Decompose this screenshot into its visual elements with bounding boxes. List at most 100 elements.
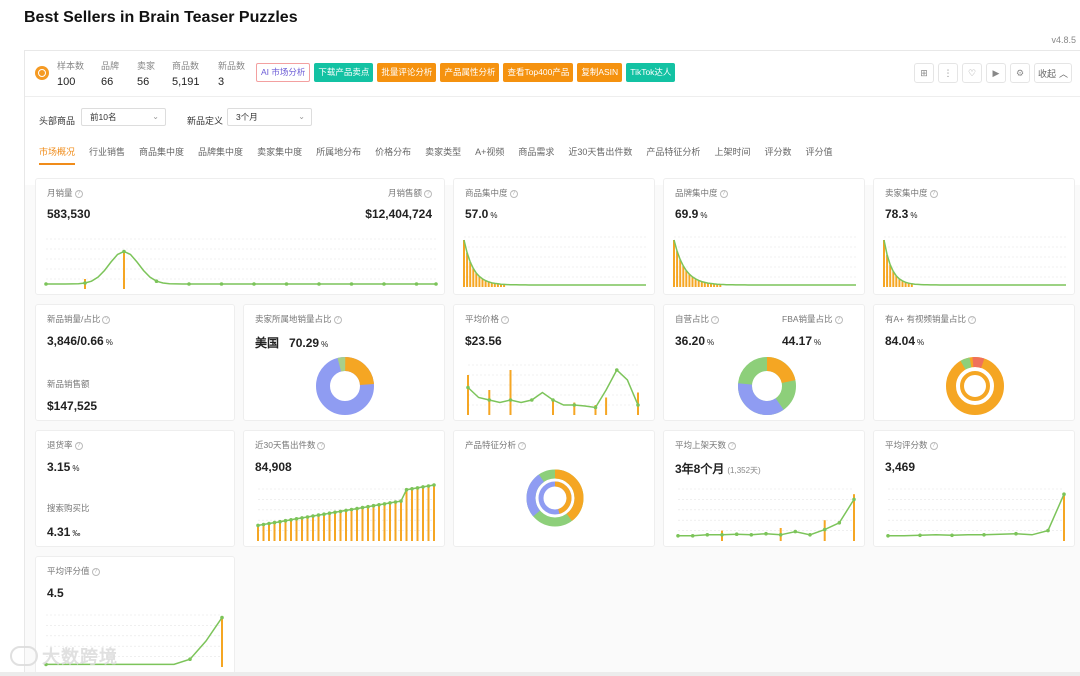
card-sold-30d: 近30天售出件数? 84,908 xyxy=(243,430,445,547)
bar-mark xyxy=(700,281,703,287)
trend-point xyxy=(371,503,376,508)
help-icon[interactable]: ? xyxy=(74,441,83,450)
head-products-select[interactable]: 前10名 ⌄ xyxy=(81,108,166,126)
bar-mark xyxy=(883,240,885,287)
avg-price-chart xyxy=(466,364,640,415)
help-icon[interactable]: ? xyxy=(74,189,83,198)
help-icon[interactable]: ? xyxy=(102,315,111,324)
bar-mark xyxy=(268,523,270,541)
tab-sold-30d[interactable]: 近30天售出件数 xyxy=(568,147,633,157)
product-attribute-analysis-button[interactable]: 产品属性分析 xyxy=(440,63,500,82)
help-icon[interactable]: ? xyxy=(719,189,728,198)
bar-mark xyxy=(853,494,855,541)
trend-point xyxy=(636,403,640,407)
help-icon[interactable]: ? xyxy=(333,315,342,324)
trend-point xyxy=(764,531,768,536)
action-buttons: AI 市场分析 下载产品卖点 批量评论分析 产品属性分析 查看Top400产品 … xyxy=(256,63,676,82)
trend-point xyxy=(1046,528,1050,533)
help-icon[interactable]: ? xyxy=(91,567,100,576)
tab-price-distribution[interactable]: 价格分布 xyxy=(375,147,412,157)
view-top400-button[interactable]: 查看Top400产品 xyxy=(503,63,574,82)
new-revenue-value: $147,525 xyxy=(47,399,98,413)
help-icon[interactable]: ? xyxy=(501,315,510,324)
heart-icon[interactable]: ♡ xyxy=(962,63,982,83)
copy-asin-button[interactable]: 复制ASIN xyxy=(577,63,623,82)
trend-point xyxy=(676,534,680,538)
bar-mark xyxy=(673,240,675,287)
tab-product-concentration[interactable]: 商品集中度 xyxy=(139,147,185,157)
stat-sellers: 卖家 56 xyxy=(137,61,156,88)
ai-market-analysis-button[interactable]: AI 市场分析 xyxy=(256,63,311,82)
tab-seller-concentration[interactable]: 卖家集中度 xyxy=(257,147,303,157)
video-icon[interactable]: ▶ xyxy=(986,63,1006,83)
trend-point xyxy=(333,510,337,515)
download-selling-points-button[interactable]: 下载产品卖点 xyxy=(314,63,374,82)
tab-aplus-video[interactable]: A+视频 xyxy=(475,147,505,157)
bar-mark xyxy=(323,514,325,541)
trend-point xyxy=(410,487,414,491)
tab-rating[interactable]: 评分值 xyxy=(805,147,833,157)
grid-icon[interactable]: ⊞ xyxy=(914,63,934,83)
tab-product-demand[interactable]: 商品需求 xyxy=(518,147,555,157)
tab-listing-time[interactable]: 上架时间 xyxy=(714,147,751,157)
bar-mark xyxy=(361,507,364,541)
card-product-concentration: 商品集中度? 57.0% xyxy=(453,178,655,295)
card-brand-concentration: 品牌集中度? 69.9% xyxy=(663,178,865,295)
more-icon[interactable]: ⋮ xyxy=(938,63,958,83)
trend-point xyxy=(705,533,710,537)
trend-point xyxy=(749,533,754,537)
bar-mark xyxy=(433,485,435,541)
self-ops-value: 36.20 xyxy=(675,334,706,348)
trend-point xyxy=(1062,492,1066,496)
help-icon[interactable]: ? xyxy=(929,441,938,450)
trend-point xyxy=(918,533,922,538)
help-icon[interactable]: ? xyxy=(968,315,976,324)
help-icon[interactable]: ? xyxy=(317,441,326,450)
card-feature-analysis: 产品特征分析? xyxy=(453,430,655,547)
trend-point xyxy=(187,282,191,286)
tab-location-distribution[interactable]: 所属地分布 xyxy=(316,147,362,157)
bar-mark xyxy=(697,280,700,287)
tab-market-overview[interactable]: 市场概况 xyxy=(39,145,76,165)
aplus-donut xyxy=(946,357,1004,415)
settings-icon[interactable]: ⚙ xyxy=(1010,63,1030,83)
new-product-definition-select[interactable]: 3个月 ⌄ xyxy=(227,108,312,126)
feature-analysis-donut xyxy=(526,469,584,527)
new-revenue-label: 新品销售额 xyxy=(47,379,90,389)
help-icon[interactable]: ? xyxy=(509,189,518,198)
tab-feature-analysis[interactable]: 产品特征分析 xyxy=(646,147,701,157)
version-label: v4.8.5 xyxy=(1051,35,1076,45)
bar-mark xyxy=(328,513,331,541)
trend-point xyxy=(415,486,420,490)
bar-mark xyxy=(688,274,691,287)
watermark-logo-icon xyxy=(10,646,38,666)
chevron-up-icon: ︿ xyxy=(1059,68,1069,79)
trend-point xyxy=(305,515,310,519)
tiktok-influencer-button[interactable]: TikTok达人 xyxy=(626,63,676,82)
tab-industry-sales[interactable]: 行业销售 xyxy=(89,147,126,157)
donut-orange-segment xyxy=(738,357,796,415)
tab-brand-concentration[interactable]: 品牌集中度 xyxy=(198,147,244,157)
batch-review-analysis-button[interactable]: 批量评论分析 xyxy=(377,63,437,82)
help-icon[interactable]: ? xyxy=(728,441,737,450)
tab-seller-type[interactable]: 卖家类型 xyxy=(425,147,462,157)
trend-point xyxy=(327,511,332,515)
trend-point xyxy=(690,534,695,538)
bar-mark xyxy=(472,268,475,287)
sold-30d-value: 84,908 xyxy=(255,460,292,474)
help-icon[interactable]: ? xyxy=(518,441,527,450)
collapse-button[interactable]: 收起 ︿ xyxy=(1034,63,1072,83)
self-ops-donut xyxy=(738,357,796,415)
help-icon[interactable]: ? xyxy=(929,189,938,198)
help-icon[interactable]: ? xyxy=(711,315,720,324)
bar-mark xyxy=(339,511,342,541)
search-buy-label: 搜索购买比 xyxy=(47,503,90,513)
bar-mark xyxy=(284,520,287,541)
trend-point xyxy=(487,398,492,402)
help-icon[interactable]: ? xyxy=(834,315,843,324)
trend-point xyxy=(720,533,724,537)
bar-mark xyxy=(463,240,465,287)
help-icon[interactable]: ? xyxy=(424,189,432,198)
monthly-revenue-value: $12,404,724 xyxy=(365,207,432,221)
tab-review-count[interactable]: 评分数 xyxy=(764,147,792,157)
